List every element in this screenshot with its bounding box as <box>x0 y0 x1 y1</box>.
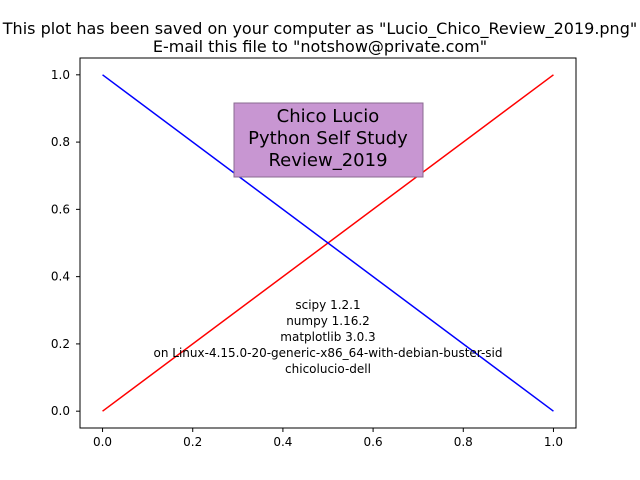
y-tick-label: 1.0 <box>51 68 70 82</box>
y-tick-label: 0.6 <box>51 202 70 216</box>
x-tick-label: 0.2 <box>183 435 202 449</box>
y-tick-label: 0.4 <box>51 270 70 284</box>
axis-ticks: 0.0 0.2 0.4 0.6 0.8 1.0 0.0 0.2 0.4 0.6 0.8 1.0 <box>51 68 563 449</box>
x-tick-label: 0.4 <box>273 435 292 449</box>
info-line-5: chicolucio-dell <box>285 362 371 376</box>
title-box-background <box>233 102 424 178</box>
series-group <box>102 74 554 412</box>
environment-info: scipy 1.2.1 numpy 1.16.2 matplotlib 3.0.… <box>154 298 503 376</box>
x-tick-label: 0.8 <box>454 435 473 449</box>
x-tick-label: 1.0 <box>544 435 563 449</box>
box-line-2: Python Self Study <box>248 128 408 149</box>
series-line-2 <box>102 74 554 412</box>
figure-title: This plot has been saved on your compute… <box>2 19 637 56</box>
info-line-1: scipy 1.2.1 <box>295 298 360 312</box>
info-line-2: numpy 1.16.2 <box>286 314 370 328</box>
info-line-4: on Linux-4.15.0-20-generic-x86_64-with-d… <box>154 346 503 360</box>
info-line-3: matplotlib 3.0.3 <box>280 330 375 344</box>
title-line-1: This plot has been saved on your compute… <box>2 19 637 39</box>
y-tick-label: 0.0 <box>51 404 70 418</box>
title-line-2: E-mail this file to "notshow@private.com… <box>153 37 487 56</box>
x-tick-label: 0.6 <box>364 435 383 449</box>
x-tick-label: 0.0 <box>93 435 112 449</box>
y-tick-label: 0.8 <box>51 135 70 149</box>
box-line-1: Chico Lucio <box>277 106 380 127</box>
y-tick-label: 0.2 <box>51 337 70 351</box>
box-line-3: Review_2019 <box>268 150 387 171</box>
title-box: Chico Lucio Python Self Study Review_201… <box>233 102 424 178</box>
